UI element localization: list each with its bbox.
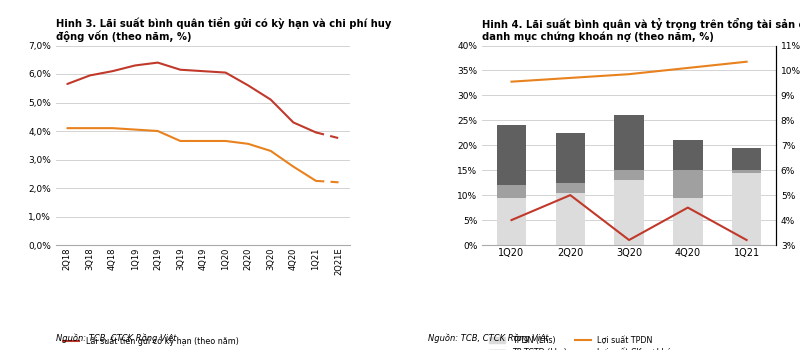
Line: Lợi suất CK nợ khác: Lợi suất CK nợ khác bbox=[511, 195, 746, 240]
Lợi suất TPDN bbox=[506, 79, 516, 84]
Bar bbox=[732, 170, 762, 173]
Bar bbox=[732, 173, 762, 245]
Lợi suất CK nợ khác bbox=[683, 205, 693, 210]
Bar bbox=[497, 125, 526, 185]
Bar bbox=[497, 198, 526, 245]
Lợi suất CK nợ khác bbox=[624, 238, 634, 242]
Bar bbox=[614, 116, 644, 170]
Lợi suất TPDN bbox=[683, 66, 693, 70]
Lợi suất CK nợ khác bbox=[566, 193, 575, 197]
Text: Nguồn: TCB, CTCK Rồng Việt: Nguồn: TCB, CTCK Rồng Việt bbox=[428, 334, 549, 343]
Bar bbox=[732, 148, 762, 170]
Line: Lợi suất TPDN: Lợi suất TPDN bbox=[511, 62, 746, 82]
Bar bbox=[673, 170, 702, 198]
Lợi suất TPDN bbox=[624, 72, 634, 76]
Lợi suất TPDN bbox=[566, 76, 575, 80]
Bar bbox=[555, 133, 585, 183]
Lợi suất CK nợ khác bbox=[742, 238, 751, 242]
Bar bbox=[614, 170, 644, 180]
Bar bbox=[555, 183, 585, 193]
Text: Hinh 4. Lãi suất bình quân và tỷ trọng trên tổng tài sản của
danh mục chứng khoá: Hinh 4. Lãi suất bình quân và tỷ trọng t… bbox=[482, 18, 800, 42]
Text: Hinh 3. Lãi suất bình quân tiền gửi có kỳ hạn và chi phí huy
động vốn (theo năm,: Hinh 3. Lãi suất bình quân tiền gửi có k… bbox=[56, 17, 391, 42]
Legend: Lãi suất tiền gửi có kỳ hạn (theo năm), Chi phí huy động vốn (theo năm): Lãi suất tiền gửi có kỳ hạn (theo năm), … bbox=[60, 333, 242, 350]
Lợi suất CK nợ khác bbox=[506, 218, 516, 222]
Bar bbox=[673, 140, 702, 170]
Bar bbox=[673, 198, 702, 245]
Lợi suất TPDN bbox=[742, 60, 751, 64]
Legend: TPDN (Lhs), TP TCTD (Lhs), TPCP (Lhs), Lợi suất TPDN, Lợi suất CK nợ khác: TPDN (Lhs), TP TCTD (Lhs), TPCP (Lhs), L… bbox=[486, 333, 679, 350]
Bar bbox=[614, 180, 644, 245]
Bar bbox=[497, 185, 526, 198]
Text: Nguồn: TCB, CTCK Rồng Việt: Nguồn: TCB, CTCK Rồng Việt bbox=[56, 334, 177, 343]
Bar bbox=[555, 193, 585, 245]
